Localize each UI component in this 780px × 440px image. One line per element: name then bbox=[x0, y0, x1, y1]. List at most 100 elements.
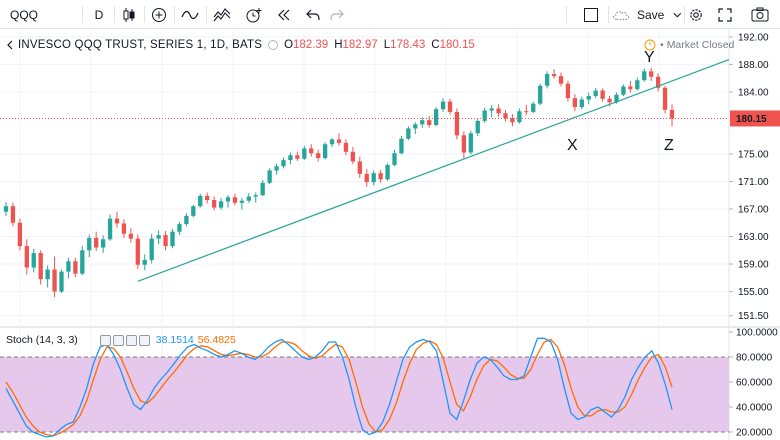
candle-body bbox=[309, 148, 314, 154]
compare-button[interactable] bbox=[148, 0, 170, 29]
candle-body bbox=[586, 96, 591, 100]
stoch-k-value: 38.1514 bbox=[155, 334, 194, 346]
candle-body bbox=[31, 253, 36, 268]
annotation-x[interactable]: X bbox=[567, 137, 578, 154]
candles-icon bbox=[123, 7, 135, 22]
stoch-tick-label: 100.0000 bbox=[736, 328, 778, 339]
more-icon[interactable] bbox=[138, 334, 150, 346]
candle-body bbox=[24, 246, 29, 268]
candle-body bbox=[496, 108, 501, 114]
undo-icon bbox=[306, 9, 320, 20]
candle-body bbox=[420, 120, 425, 125]
save-button[interactable]: Save bbox=[612, 0, 682, 29]
price-tick-label: 192.00 bbox=[738, 32, 769, 43]
alert-icon bbox=[246, 7, 262, 22]
candle-body bbox=[322, 144, 328, 159]
market-status: • Market Closed bbox=[644, 39, 734, 51]
stoch-axis: 100.0000 80.0000 60.0000 40.0000 20.0000 bbox=[729, 328, 778, 439]
current-price-label-bg bbox=[730, 110, 780, 127]
candle-body bbox=[406, 128, 411, 139]
fullscreen-button[interactable] bbox=[714, 0, 736, 29]
symbol-search-button[interactable]: QQQ bbox=[10, 0, 40, 29]
close-icon[interactable] bbox=[125, 334, 137, 346]
snapshot-icon bbox=[751, 7, 769, 22]
price-tick-label: 163.00 bbox=[738, 232, 769, 243]
candle-body bbox=[558, 76, 564, 84]
save-label: Save bbox=[637, 7, 665, 22]
candle-body bbox=[482, 110, 487, 121]
price-tick-label: 155.00 bbox=[738, 287, 769, 298]
candle-body bbox=[524, 111, 529, 113]
candle-body bbox=[142, 259, 147, 265]
candle-body bbox=[128, 233, 134, 239]
candle-body bbox=[371, 173, 376, 183]
candle-body bbox=[302, 148, 307, 159]
settings-icon[interactable] bbox=[112, 334, 124, 346]
toolbar-divider bbox=[566, 6, 567, 23]
price-axis: 192.00 188.00 184.00 175.00 171.00 167.00 163.… bbox=[729, 32, 780, 322]
low-label: L bbox=[383, 39, 391, 51]
candle-body bbox=[614, 94, 619, 103]
candle-body bbox=[350, 151, 356, 162]
price-tick-label: 175.00 bbox=[738, 149, 769, 160]
candle-body bbox=[433, 109, 439, 125]
redo-button[interactable] bbox=[326, 0, 348, 29]
chart-style-button[interactable] bbox=[118, 0, 140, 29]
candle-body bbox=[260, 182, 265, 196]
candle-body bbox=[343, 142, 349, 152]
candle-body bbox=[579, 99, 584, 108]
toolbar-divider bbox=[684, 6, 685, 23]
interval-button[interactable]: D bbox=[88, 0, 110, 29]
candle-body bbox=[628, 86, 633, 90]
legend-dropdown-icon[interactable] bbox=[268, 40, 279, 50]
toolbar-divider bbox=[82, 6, 83, 23]
candle-body bbox=[205, 195, 210, 201]
candle-body bbox=[184, 215, 189, 225]
candle-body bbox=[288, 155, 293, 161]
trendline[interactable] bbox=[137, 59, 730, 282]
candle-body bbox=[642, 71, 647, 81]
candle-body bbox=[10, 206, 16, 223]
collapse-arrow-icon[interactable] bbox=[6, 40, 14, 50]
candle-body bbox=[80, 250, 85, 274]
candles-group bbox=[3, 67, 675, 298]
settings-button[interactable] bbox=[685, 0, 707, 29]
settings-icon bbox=[690, 8, 702, 21]
stoch-k-line bbox=[5, 337, 673, 438]
price-tick-label: 159.00 bbox=[738, 260, 769, 271]
close-value: 180.15 bbox=[439, 39, 475, 51]
candle-body bbox=[413, 124, 418, 129]
candle-body bbox=[517, 111, 522, 123]
undo-button[interactable] bbox=[302, 0, 324, 29]
candle-body bbox=[87, 237, 92, 251]
candle-body bbox=[121, 223, 127, 234]
candle-body bbox=[149, 238, 154, 260]
line-type-button[interactable] bbox=[178, 0, 202, 29]
candle-body bbox=[295, 155, 300, 159]
candle-body bbox=[662, 87, 668, 110]
eye-icon[interactable] bbox=[99, 334, 111, 346]
price-tick-label: 151.50 bbox=[738, 311, 769, 322]
annotation-y[interactable]: Y bbox=[644, 49, 655, 66]
chart-grid bbox=[0, 30, 780, 440]
indicators-icon bbox=[213, 7, 231, 21]
candle-body bbox=[357, 161, 362, 174]
candle-body bbox=[600, 90, 605, 99]
current-price-label: 180.15 bbox=[736, 114, 767, 125]
candle-body bbox=[66, 261, 71, 272]
candle-body bbox=[572, 98, 578, 108]
layout-button[interactable] bbox=[578, 0, 604, 29]
snapshot-button[interactable] bbox=[748, 0, 772, 29]
annotation-z[interactable]: Z bbox=[664, 137, 674, 154]
candle-body bbox=[191, 206, 196, 216]
candle-body bbox=[399, 138, 404, 154]
candle-body bbox=[232, 197, 238, 203]
redo-icon bbox=[330, 9, 344, 20]
candle-body bbox=[17, 222, 23, 247]
replay-button[interactable] bbox=[273, 0, 295, 29]
indicators-button[interactable] bbox=[210, 0, 234, 29]
alert-button[interactable] bbox=[242, 0, 266, 29]
open-value: 182.39 bbox=[293, 39, 329, 51]
replay-icon bbox=[278, 9, 290, 20]
